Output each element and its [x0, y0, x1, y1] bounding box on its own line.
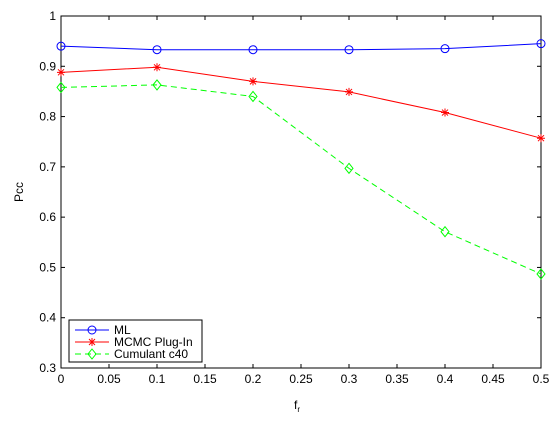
x-axis-label-subscript: r — [297, 405, 300, 414]
legend-label-cumulant-c40: Cumulant c40 — [114, 347, 188, 361]
y-axis-label: Pcc — [12, 182, 26, 202]
x-tick-label: 0 — [58, 372, 65, 386]
x-tick-label: 0.3 — [341, 372, 358, 386]
y-axis-ticks: 0.3 0.4 0.5 0.6 0.7 0.8 0.9 1 — [39, 9, 541, 375]
y-tick-label: 0.7 — [39, 160, 56, 174]
data-point-mcmc-plug-in — [249, 77, 257, 86]
data-point-cumulant-c40 — [440, 225, 450, 238]
legend-swatch-marker-ml — [87, 325, 97, 335]
series-layer — [56, 39, 546, 280]
y-tick-label: 0.4 — [39, 311, 56, 325]
x-tick-label: 0.05 — [97, 372, 121, 386]
data-point-ml — [536, 39, 546, 49]
data-point-mcmc-plug-in — [153, 63, 161, 72]
x-tick-label: 0.2 — [245, 372, 262, 386]
data-point-mcmc-plug-in — [537, 134, 545, 143]
series-line-mcmc-plug-in — [60, 66, 542, 139]
x-axis-ticks: 0 0.05 0.1 0.15 0.2 0.25 0.3 0.35 0.4 0.45 0.5 — [58, 16, 550, 386]
x-axis-label: fr — [294, 398, 300, 414]
y-tick-label: 0.8 — [39, 110, 56, 124]
x-tick-label: 0.35 — [385, 372, 409, 386]
legend-label-mcmc-plug-in: MCMC Plug-In — [114, 335, 193, 349]
x-tick-label: 0.4 — [437, 372, 454, 386]
legend-swatch-marker-cumulant-c40 — [87, 348, 97, 360]
y-tick-label: 1 — [49, 9, 56, 23]
data-point-ml — [248, 45, 258, 55]
series-cumulant-c40 — [56, 79, 546, 280]
x-axis-label-main: f — [294, 398, 298, 412]
data-point-ml — [344, 45, 354, 55]
series-ml — [56, 39, 546, 55]
x-tick-label: 0.5 — [533, 372, 550, 386]
series-line-ml — [60, 43, 542, 51]
data-point-cumulant-c40 — [152, 79, 162, 91]
data-point-ml — [440, 44, 450, 54]
y-tick-label: 0.3 — [39, 361, 56, 375]
x-tick-label: 0.1 — [149, 372, 166, 386]
legend-swatch-marker-mcmc-plug-in — [88, 338, 96, 346]
series-line-cumulant-c40 — [60, 84, 542, 275]
y-tick-label: 0.5 — [39, 260, 56, 274]
plot-area — [60, 15, 542, 369]
data-point-cumulant-c40 — [248, 90, 258, 103]
y-tick-label: 0.9 — [39, 59, 56, 73]
data-point-mcmc-plug-in — [57, 68, 65, 77]
data-point-mcmc-plug-in — [345, 87, 353, 96]
data-point-cumulant-c40 — [56, 81, 66, 94]
data-point-ml — [56, 41, 66, 51]
data-point-cumulant-c40 — [344, 162, 354, 175]
x-tick-label: 0.25 — [289, 372, 313, 386]
data-point-mcmc-plug-in — [441, 108, 449, 117]
y-tick-label: 0.6 — [39, 210, 56, 224]
data-point-cumulant-c40 — [536, 268, 546, 280]
series-mcmc-plug-in — [57, 63, 545, 143]
x-tick-label: 0.15 — [193, 372, 217, 386]
legend-label-ml: ML — [114, 323, 131, 337]
x-tick-label: 0.45 — [481, 372, 505, 386]
data-point-ml — [152, 45, 162, 55]
